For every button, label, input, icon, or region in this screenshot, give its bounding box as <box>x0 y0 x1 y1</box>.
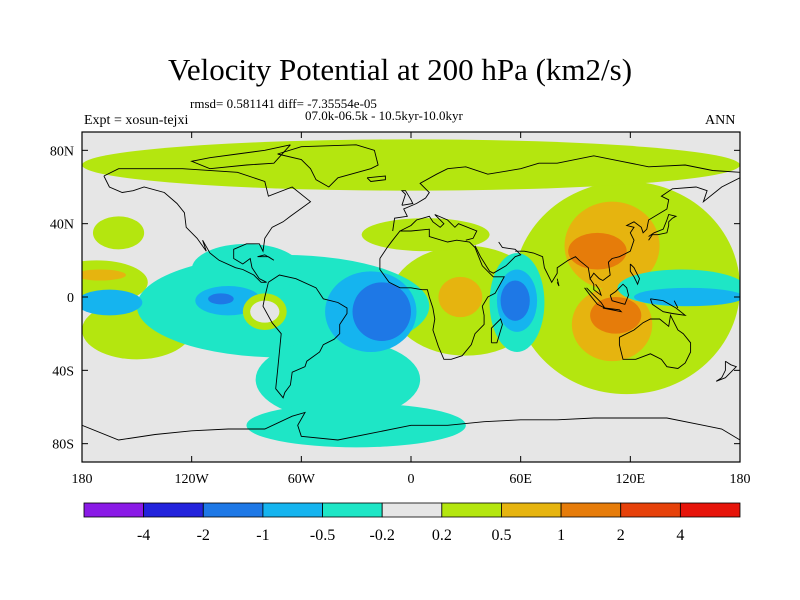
contour-region <box>250 300 280 323</box>
contour-region <box>191 243 302 296</box>
season-label: ANN <box>705 113 736 128</box>
contour-region <box>361 218 490 252</box>
coastline <box>257 254 275 261</box>
contour-region <box>82 269 126 281</box>
period-label: 07.0k-06.5k - 10.5kyr-10.0kyr <box>305 108 463 123</box>
colorbar-label: 0.5 <box>491 527 511 544</box>
colorbar-swatch <box>202 502 264 518</box>
colorbar-swatch <box>262 502 323 518</box>
colorbar-swatch <box>620 502 681 518</box>
coastline <box>490 318 503 344</box>
colorbar-swatch <box>83 502 145 518</box>
contour-region <box>82 139 740 191</box>
coastline <box>82 411 740 441</box>
coastline <box>618 313 692 369</box>
colorbar-label: 2 <box>617 527 625 544</box>
colorbar-label: -0.5 <box>310 527 335 544</box>
colorbar-swatch <box>560 502 622 518</box>
colorbar-label: -0.2 <box>370 527 395 544</box>
chart-title: Velocity Potential at 200 hPa (km2/s) <box>167 52 633 87</box>
coastline <box>629 263 640 286</box>
colorbar-swatch <box>441 502 502 518</box>
colorbar-label: 4 <box>676 527 684 544</box>
coastline <box>262 274 348 399</box>
colorbar-label: 1 <box>557 527 565 544</box>
y-tick-label: 0 <box>67 291 74 306</box>
colorbar-swatch <box>381 502 443 518</box>
y-tick-label: 80S <box>52 438 74 453</box>
coastline <box>400 190 414 206</box>
contour-fill-layer <box>82 132 740 462</box>
colorbar-swatch <box>679 502 741 518</box>
coastline <box>103 168 312 283</box>
x-tick-label: 0 <box>408 472 415 487</box>
stats-label: rmsd= 0.581141 diff= -7.35554e-05 <box>190 96 377 111</box>
y-tick-label: 40N <box>50 218 74 233</box>
contour-region <box>500 280 530 321</box>
coastline <box>673 300 679 309</box>
colorbar: -4 -2 -1 -0.5 -0.2 0.2 0.5 1 2 4 <box>83 502 741 544</box>
contour-region <box>255 339 421 420</box>
y-tick-label: 80N <box>50 144 74 159</box>
coastline <box>649 298 687 316</box>
coastline <box>648 213 678 241</box>
x-tick-label: 120W <box>175 472 210 487</box>
colorbar-label: -2 <box>197 527 210 544</box>
coastline <box>589 278 602 297</box>
coastline-layer <box>82 144 740 441</box>
coastline <box>392 155 740 232</box>
coastline <box>277 144 379 188</box>
x-tick-label: 180 <box>72 472 93 487</box>
contour-region <box>634 287 740 307</box>
contour-region <box>590 297 642 334</box>
coastline <box>379 228 505 360</box>
colorbar-swatch <box>501 502 562 518</box>
contour-region <box>568 232 627 270</box>
axis-layer: 180 120W 60W 0 60E 120E 180 80N 40N 0 40S 80S <box>50 131 751 487</box>
colorbar-label: -1 <box>256 527 269 544</box>
coastline <box>556 278 560 287</box>
y-tick-label: 40S <box>52 364 74 379</box>
contour-region <box>352 282 411 341</box>
contour-region <box>208 293 234 305</box>
coastline <box>366 175 386 182</box>
colorbar-label: -4 <box>137 527 150 544</box>
x-tick-label: 180 <box>730 472 751 487</box>
coastline <box>190 144 291 170</box>
x-tick-label: 120E <box>616 472 646 487</box>
coastline <box>474 241 522 274</box>
coastline <box>602 307 623 313</box>
contour-region <box>92 216 145 250</box>
contour-region <box>438 276 483 318</box>
colorbar-swatch <box>322 502 383 518</box>
experiment-label: Expt = xosun-tejxi <box>84 113 189 128</box>
x-tick-label: 60E <box>509 472 532 487</box>
colorbar-swatch <box>143 502 204 518</box>
coastline <box>609 283 629 305</box>
coastline <box>399 214 478 241</box>
x-tick-label: 60W <box>288 472 316 487</box>
coastline <box>515 177 740 284</box>
coastline <box>715 360 738 382</box>
contour-region <box>82 289 143 316</box>
colorbar-label: 0.2 <box>432 527 452 544</box>
